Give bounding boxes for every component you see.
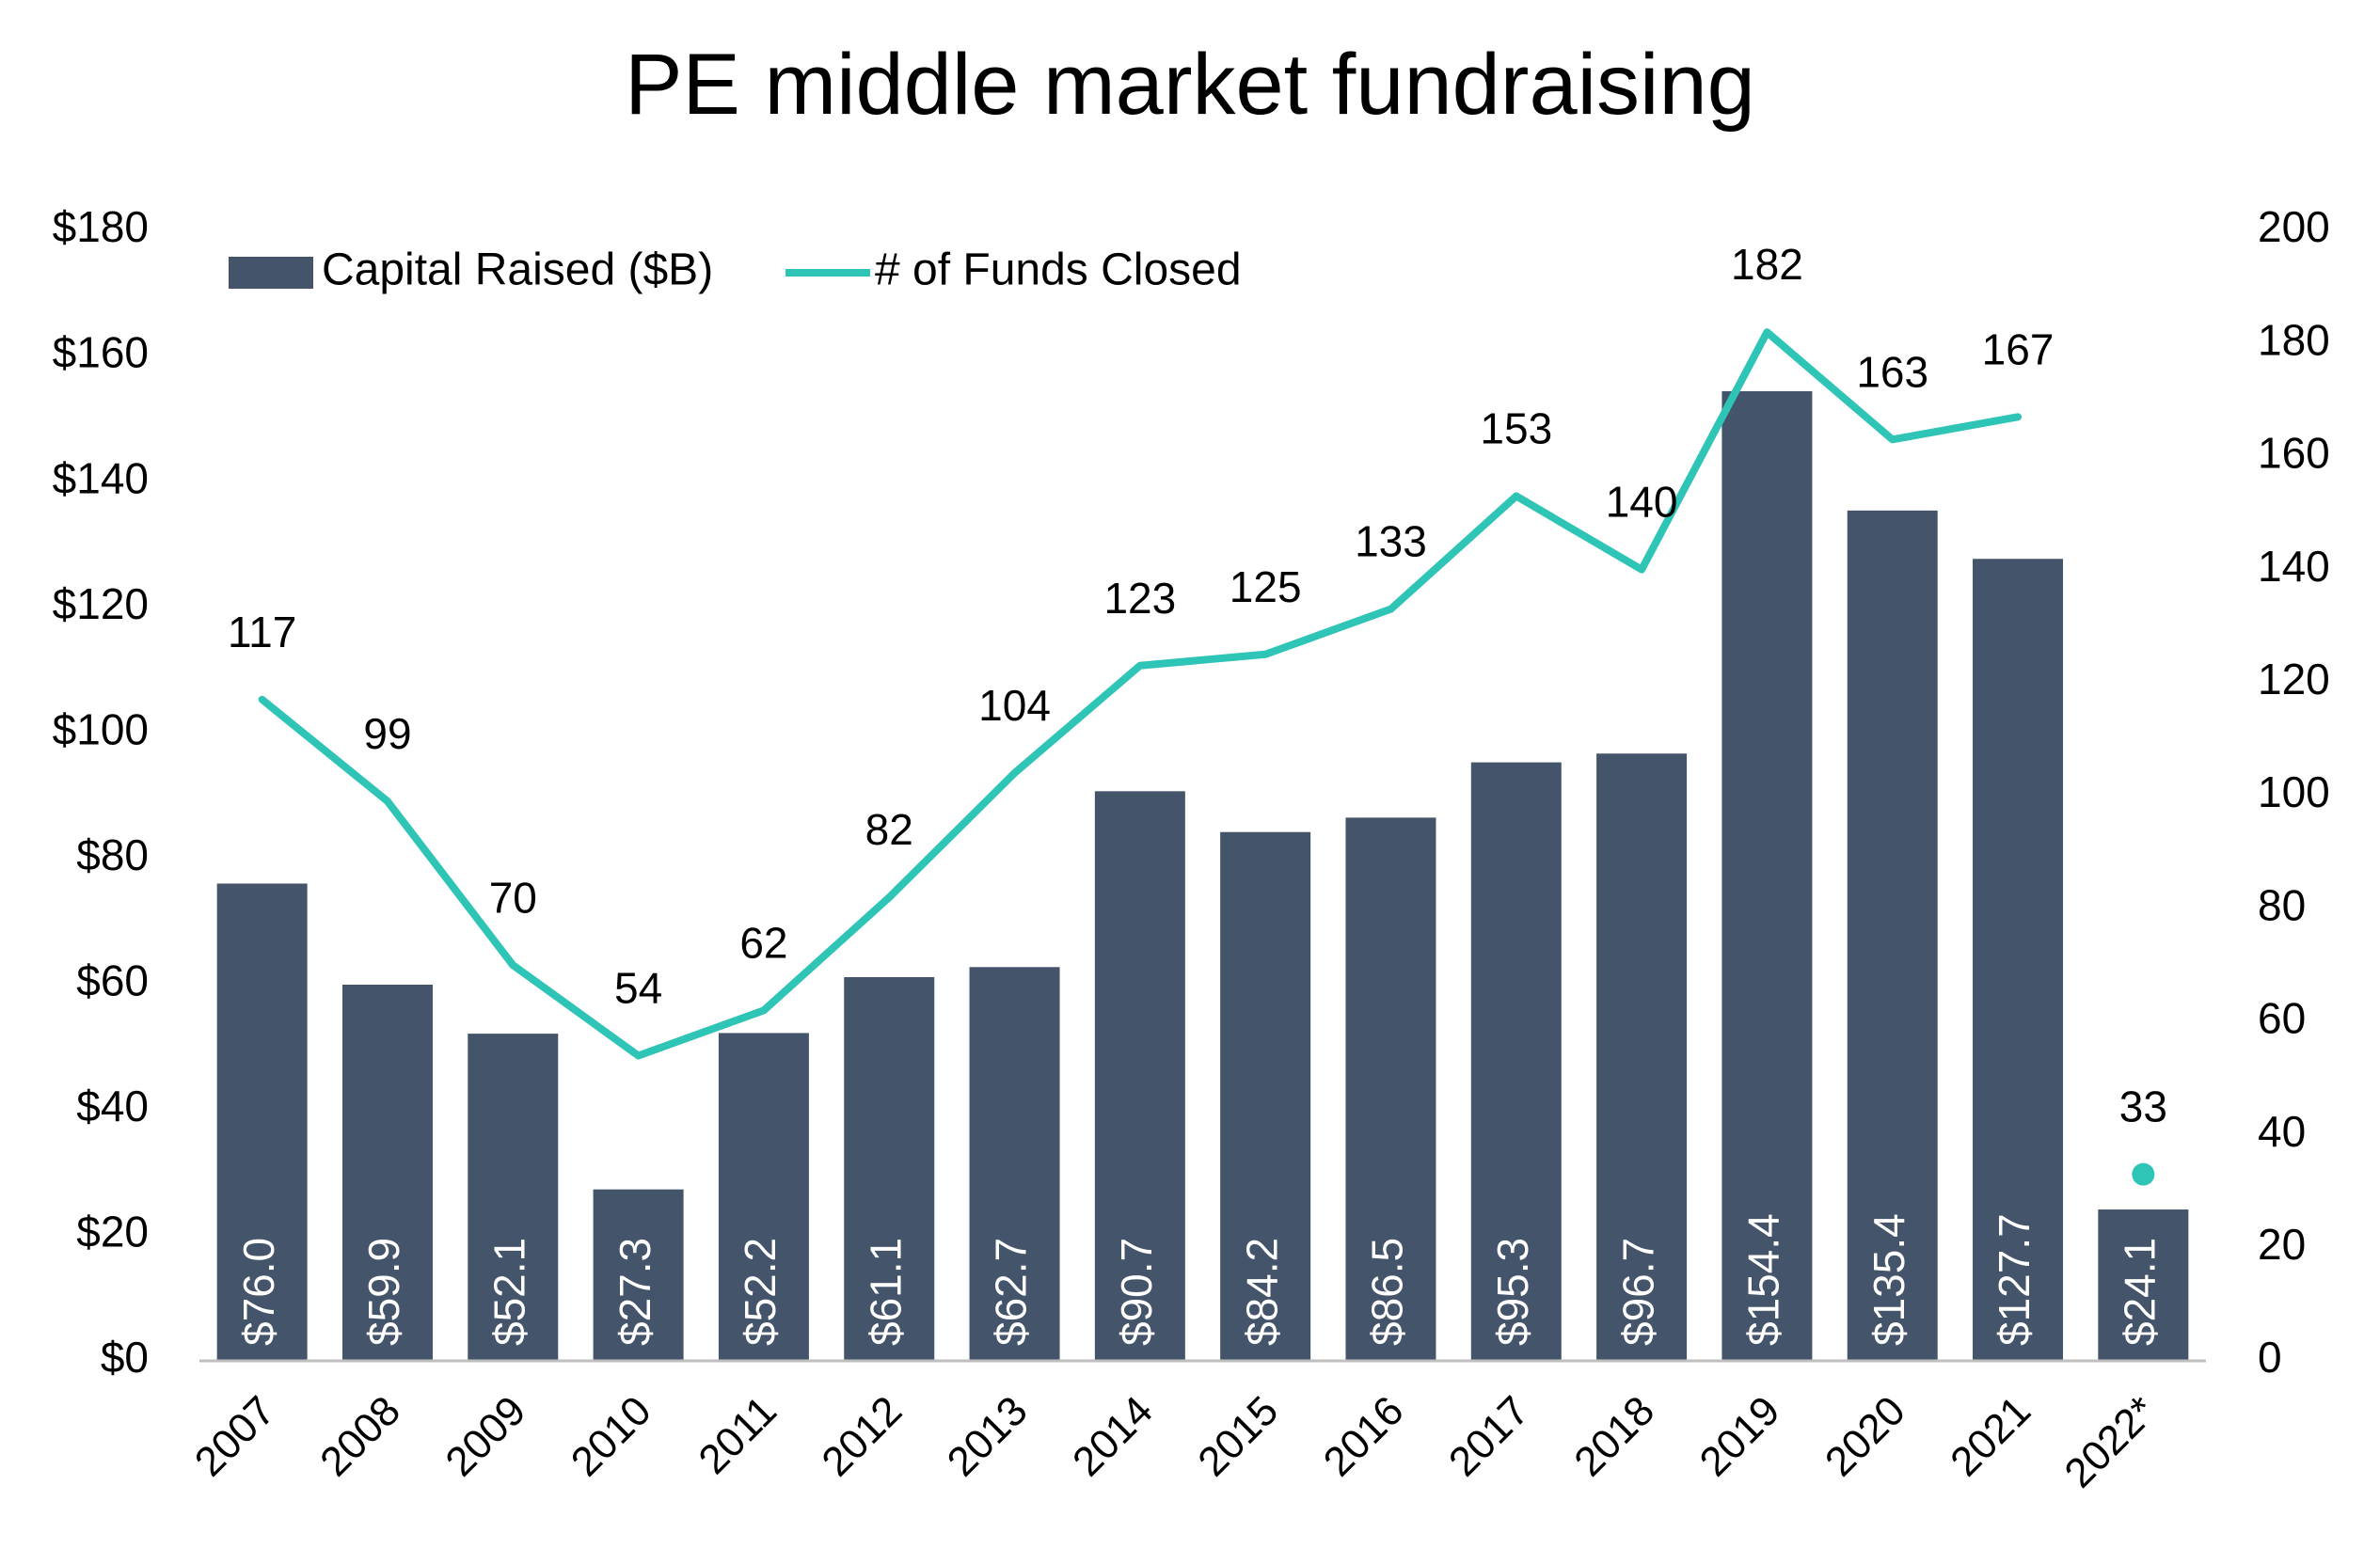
bar [1596, 753, 1688, 1361]
line-series: 117 99 70 54 62 82 104 123 125 133 153 140 182 163 167… [228, 240, 2167, 1186]
line-value-label: 182 [1731, 240, 1803, 289]
right-tick-label: 20 [2258, 1220, 2306, 1269]
bar-value-label: $59.9 [359, 1238, 408, 1346]
right-tick-label: 80 [2258, 880, 2306, 929]
bar [718, 1033, 809, 1361]
right-tick-label: 140 [2258, 542, 2330, 591]
bar-value-label: $135.4 [1864, 1213, 1913, 1346]
legend-bar-label: Capital Raised ($B) [322, 245, 713, 295]
x-category-label: 2018 [1565, 1387, 1663, 1485]
line-value-label: 140 [1606, 478, 1678, 527]
bar-value-label: $24.1 [2116, 1238, 2165, 1346]
x-category-label: 2010 [563, 1387, 660, 1485]
line-value-label: 82 [865, 805, 913, 854]
bar [2098, 1209, 2189, 1361]
left-tick-label: $0 [101, 1333, 149, 1382]
x-category-label: 2020 [1817, 1387, 1914, 1485]
line-value-label: 153 [1480, 403, 1552, 452]
right-tick-label: 200 [2258, 202, 2330, 251]
x-category-label: 2017 [1440, 1387, 1538, 1485]
line-point-marker [2132, 1162, 2155, 1186]
right-tick-label: 40 [2258, 1107, 2306, 1156]
bar [1220, 831, 1311, 1361]
x-category-label: 2009 [436, 1387, 534, 1485]
bar-value-label: $62.7 [987, 1238, 1036, 1346]
legend-line-label: # of Funds Closed [875, 245, 1242, 295]
bar [1973, 559, 2064, 1361]
line-value-label: 62 [739, 918, 787, 967]
bar [593, 1189, 684, 1361]
legend-bar-swatch [229, 257, 313, 289]
bar-value-label: $96.7 [1613, 1238, 1662, 1346]
right-tick-label: 100 [2258, 767, 2330, 816]
right-tick-label: 160 [2258, 429, 2330, 478]
line-value-label: 99 [363, 709, 411, 758]
x-category-label: 2016 [1315, 1387, 1413, 1485]
line-value-label: 70 [489, 873, 537, 922]
left-tick-label: $120 [53, 579, 149, 628]
line-value-label: 167 [1982, 324, 2055, 373]
x-category-label: 2019 [1691, 1387, 1789, 1485]
left-tick-label: $140 [53, 453, 149, 502]
left-tick-label: $80 [76, 830, 149, 879]
bar-value-label: $90.7 [1112, 1238, 1161, 1346]
right-tick-label: 0 [2258, 1333, 2282, 1382]
bar [1470, 762, 1562, 1361]
left-tick-label: $40 [76, 1082, 149, 1130]
right-axis: 0 20 40 60 80 100 120 140 160 180 200 [2258, 202, 2330, 1382]
line-value-label: 54 [614, 963, 662, 1012]
right-tick-label: 60 [2258, 994, 2306, 1043]
bar [969, 967, 1060, 1361]
bar-value-label: $61.1 [861, 1238, 910, 1346]
x-category-label: 2012 [813, 1387, 911, 1485]
x-axis-categories: 2007 2008 2009 2010 2011 2012 2013 2014 2015 2016… [186, 1387, 2166, 1496]
x-category-label: 2014 [1064, 1387, 1162, 1485]
bar [468, 1034, 559, 1361]
right-tick-label: 180 [2258, 315, 2330, 364]
bar-value-label: $84.2 [1237, 1238, 1286, 1346]
bar-value-label: $95.3 [1488, 1238, 1537, 1346]
x-category-label: 2013 [939, 1387, 1037, 1485]
left-tick-label: $160 [53, 328, 149, 377]
line-value-label: 163 [1856, 347, 1928, 396]
x-category-label: 2022* [2055, 1387, 2165, 1496]
x-category-label: 2007 [186, 1387, 284, 1485]
bar-value-label: $76.0 [234, 1238, 283, 1346]
left-tick-label: $20 [76, 1208, 149, 1256]
bar-value-label: $86.5 [1363, 1238, 1412, 1346]
x-category-label: 2011 [690, 1387, 785, 1483]
right-tick-label: 120 [2258, 655, 2330, 703]
line-value-label: 33 [2119, 1082, 2167, 1131]
left-tick-label: $60 [76, 956, 149, 1004]
bar [844, 976, 935, 1361]
bar-value-label: $27.3 [611, 1238, 659, 1346]
bar-value-label: $52.2 [736, 1238, 785, 1346]
bar-series: $76.0 $59.9 $52.1 $27.3 $52.2 $61.1 $62.7 $90.7… [216, 390, 2189, 1361]
bar [1094, 791, 1185, 1361]
line-value-label: 104 [978, 681, 1051, 730]
bar [1345, 817, 1436, 1361]
line-value-label: 133 [1355, 517, 1427, 566]
line-value-label: 117 [228, 608, 296, 656]
bar [1722, 390, 1813, 1361]
bar-value-label: $52.1 [484, 1238, 533, 1346]
x-category-label: 2021 [1942, 1387, 2039, 1485]
left-tick-label: $100 [53, 704, 149, 753]
x-category-label: 2008 [311, 1387, 409, 1485]
bar-value-label: $127.7 [1990, 1213, 2039, 1346]
bar [216, 883, 308, 1361]
bar [341, 985, 433, 1361]
left-axis: $0 $20 $40 $60 $80 $100 $120 $140 $160 $180 [53, 202, 149, 1382]
line-value-label: 125 [1230, 562, 1302, 611]
bar-value-label: $154.4 [1739, 1213, 1788, 1346]
bar [1847, 510, 1938, 1361]
funds-closed-line [258, 328, 2023, 1060]
left-tick-label: $180 [53, 202, 149, 251]
line-value-label: 123 [1103, 574, 1176, 623]
x-category-label: 2015 [1189, 1387, 1287, 1485]
legend: Capital Raised ($B) # of Funds Closed [229, 245, 1242, 295]
chart-title: PE middle market fundraising [625, 37, 1755, 133]
